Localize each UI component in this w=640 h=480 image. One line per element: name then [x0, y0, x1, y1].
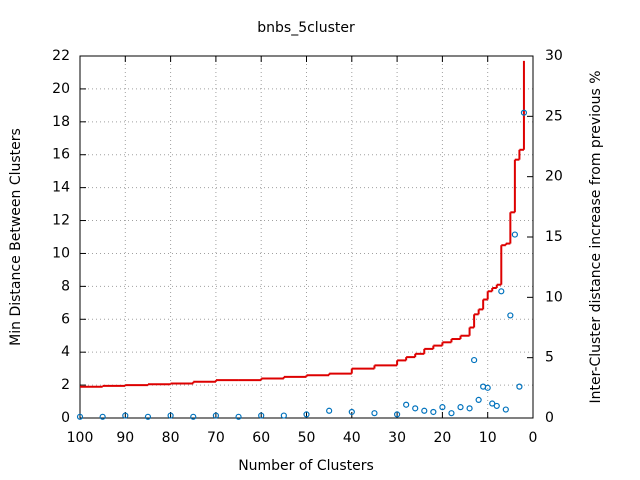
point — [457, 404, 464, 411]
y-tick-label: 2 — [61, 377, 70, 393]
point — [122, 412, 129, 419]
y-tick-label: 20 — [52, 81, 70, 97]
point — [76, 413, 84, 420]
point — [167, 412, 174, 419]
point — [498, 288, 505, 295]
chart-title: bnbs_5cluster — [257, 20, 355, 36]
point — [412, 405, 419, 412]
point — [371, 410, 378, 417]
y2-axis-label: Inter-Cluster distance increase from pre… — [588, 70, 604, 403]
point — [303, 411, 310, 418]
point — [403, 401, 410, 408]
y2-tick-label: 0 — [545, 410, 554, 426]
y-tick-label: 14 — [52, 180, 70, 196]
point — [144, 413, 152, 420]
point — [511, 231, 518, 238]
point — [258, 412, 265, 419]
y-tick-label: 22 — [52, 48, 70, 64]
x-tick-label: 10 — [479, 430, 497, 446]
point — [448, 410, 455, 417]
y2-tick-label: 25 — [545, 108, 563, 124]
y-tick-label: 12 — [52, 213, 70, 229]
y2-tick-label: 20 — [545, 169, 563, 185]
x-tick-label: 30 — [388, 430, 406, 446]
x-axis-label: Number of Clusters — [238, 458, 374, 474]
y-tick-label: 18 — [52, 114, 70, 130]
y-tick-label: 4 — [61, 344, 70, 360]
y-tick-label: 8 — [61, 278, 70, 294]
plot-frame — [79, 55, 534, 419]
point — [484, 384, 491, 391]
y-tick-label: 10 — [52, 245, 70, 261]
point — [516, 383, 523, 390]
point — [466, 405, 473, 412]
x-tick-label: 60 — [252, 430, 270, 446]
x-tick-label: 70 — [207, 430, 225, 446]
point — [507, 312, 514, 319]
y2-tick-label: 10 — [545, 289, 563, 305]
x-tick-label: 20 — [433, 430, 451, 446]
point — [493, 402, 500, 410]
y-tick-label: 16 — [52, 147, 70, 163]
point — [348, 408, 355, 416]
x-tick-label: 0 — [529, 430, 538, 446]
point — [235, 413, 242, 420]
y-tick-label: 0 — [61, 410, 70, 426]
point — [326, 407, 333, 414]
y2-tick-label: 5 — [545, 350, 554, 366]
x-tick-label: 50 — [298, 430, 316, 446]
point — [190, 413, 197, 420]
point — [489, 400, 496, 407]
y-tick-label: 6 — [61, 311, 70, 327]
point — [439, 404, 446, 411]
x-tick-label: 100 — [67, 430, 94, 446]
point — [421, 407, 428, 414]
point — [394, 411, 401, 418]
x-tick-label: 40 — [343, 430, 361, 446]
y-axis-label: Min Distance Between Clusters — [8, 128, 24, 346]
y2-tick-label: 15 — [545, 229, 563, 245]
point — [280, 412, 287, 419]
point — [471, 356, 478, 364]
point — [520, 109, 528, 116]
point — [475, 396, 482, 403]
x-tick-label: 90 — [116, 430, 134, 446]
point — [502, 406, 509, 413]
x-tick-label: 80 — [162, 430, 180, 446]
point — [99, 413, 106, 420]
point — [430, 408, 437, 416]
point — [212, 412, 219, 419]
y2-tick-label: 30 — [545, 48, 563, 64]
